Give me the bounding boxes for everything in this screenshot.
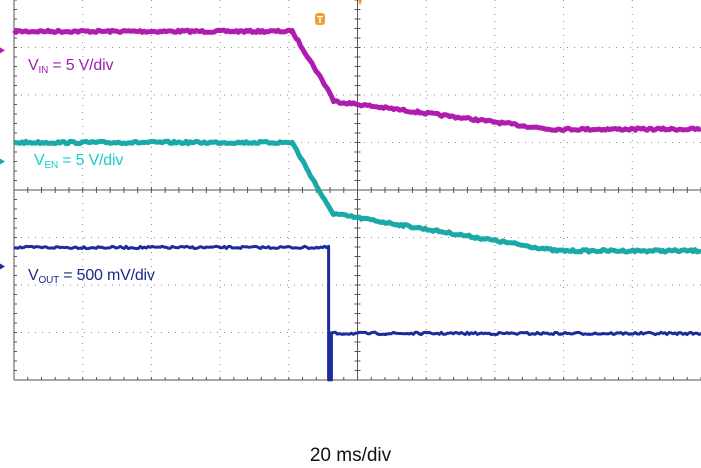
- vout-scale-label: VOUT = 500 mV/div: [28, 268, 155, 286]
- vout-label-rest: = 500 mV/div: [59, 267, 155, 284]
- vout-label-main: V: [28, 267, 39, 284]
- vin-level-marker: [0, 47, 5, 54]
- ven-trace: [12, 138, 701, 255]
- ven-level-marker: [0, 158, 5, 165]
- timebase-label: 20 ms/div: [309, 445, 392, 466]
- vout-label-sub: OUT: [38, 275, 59, 286]
- vout-trace: [14, 244, 701, 382]
- trigger-marker-badge: [315, 13, 325, 25]
- ven-label-main: V: [34, 152, 45, 169]
- vout-level-marker: [0, 263, 5, 270]
- ven-scale-label: VEN = 5 V/div: [34, 153, 123, 171]
- trigger-position-arrow: [358, 0, 362, 6]
- vin-label-main: V: [28, 57, 39, 74]
- graticule: [13, 0, 701, 381]
- ven-label-sub: EN: [44, 160, 58, 171]
- waveform-traces: [0, 27, 701, 382]
- vin-label-rest: = 5 V/div: [48, 57, 114, 74]
- vin-label-sub: IN: [38, 65, 49, 76]
- trigger-marker-text: T: [317, 15, 323, 26]
- vin-trace: [12, 27, 701, 133]
- trigger-markers: T: [315, 0, 362, 26]
- ven-label-rest: = 5 V/div: [57, 152, 124, 169]
- vin-scale-label: VIN = 5 V/div: [28, 58, 113, 76]
